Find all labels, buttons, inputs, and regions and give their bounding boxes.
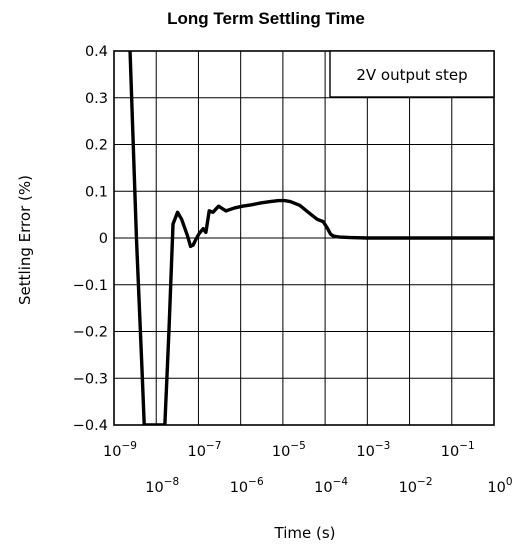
y-tick-label: 0: [99, 231, 108, 247]
x-tick-label: 10−1: [441, 440, 475, 460]
x-tick-label: 10−8: [145, 476, 179, 496]
x-axis-label: Time (s): [274, 524, 336, 542]
y-tick-label: −0.3: [73, 371, 108, 387]
y-tick-label: 0.1: [85, 184, 108, 200]
x-tick-label: 10−6: [230, 476, 264, 496]
y-tick-label: −0.4: [73, 418, 108, 434]
x-tick-label: 10−4: [314, 476, 348, 496]
legend-box: [329, 50, 495, 98]
x-tick-label: 100: [487, 476, 512, 496]
legend-annotation: 2V output step: [356, 66, 467, 84]
y-tick-labels: 0.4 0.3 0.2 0.1 0 −0.1 −0.2 −0.3 −0.4: [73, 44, 108, 434]
y-axis-label: Settling Error (%): [16, 175, 34, 305]
y-tick-label: 0.3: [85, 91, 108, 107]
y-tick-label: 0.4: [85, 44, 108, 60]
y-tick-label: −0.1: [73, 278, 108, 294]
plot-frame: [113, 50, 495, 426]
series-layer: [128, 51, 494, 425]
settling-error-line: [128, 51, 494, 425]
x-tick-label: 10−5: [272, 440, 306, 460]
y-tick-label: 0.2: [85, 138, 108, 154]
x-tick-label: 10−2: [399, 476, 433, 496]
x-tick-label: 10−7: [187, 440, 221, 460]
y-tick-label: −0.2: [73, 325, 108, 341]
x-tick-label: 10−3: [356, 440, 390, 460]
chart-title: Long Term Settling Time: [167, 9, 365, 28]
x-tick-label: 10−9: [103, 440, 137, 460]
x-tick-labels: 10−9 10−7 10−5 10−3 10−1 10−8 10−6 10−4 10−2 100: [103, 440, 513, 496]
